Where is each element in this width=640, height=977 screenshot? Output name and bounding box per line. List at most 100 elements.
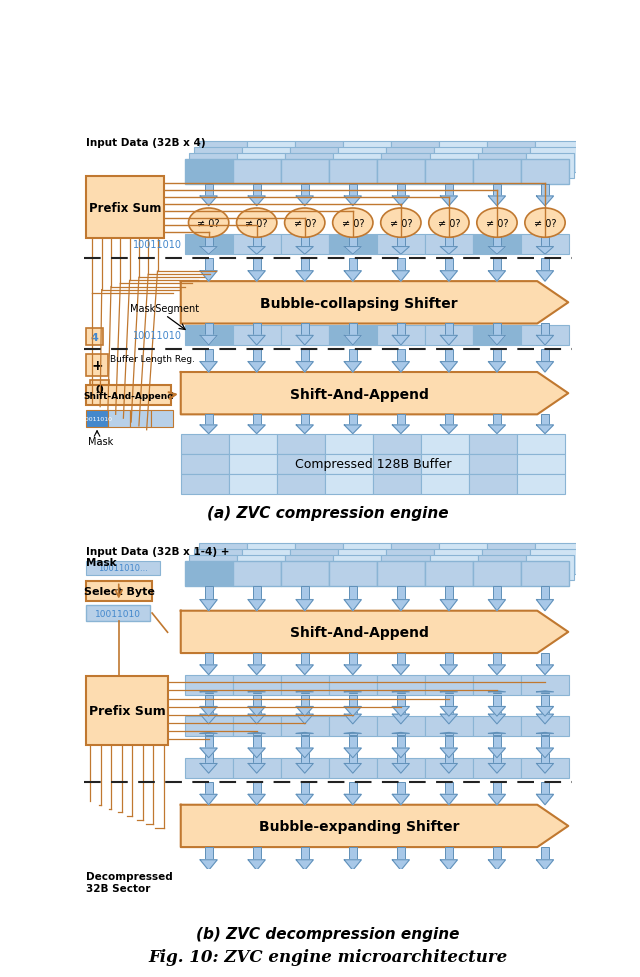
Bar <box>205 734 212 735</box>
Bar <box>377 325 425 346</box>
Bar <box>493 695 501 706</box>
Ellipse shape <box>429 209 469 238</box>
Polygon shape <box>296 272 313 281</box>
Polygon shape <box>344 336 362 346</box>
Bar <box>535 543 583 568</box>
Bar <box>180 434 229 454</box>
Polygon shape <box>392 196 410 206</box>
Bar <box>349 847 356 860</box>
Bar <box>473 160 521 185</box>
Bar <box>425 893 473 916</box>
Bar <box>541 350 549 362</box>
Bar <box>184 716 233 737</box>
Polygon shape <box>440 336 458 346</box>
Bar <box>233 716 281 737</box>
Bar <box>493 847 501 860</box>
Polygon shape <box>536 665 554 675</box>
Bar <box>349 737 356 748</box>
Polygon shape <box>536 336 554 346</box>
Polygon shape <box>344 691 362 692</box>
Polygon shape <box>536 600 554 611</box>
Polygon shape <box>440 665 458 675</box>
Polygon shape <box>200 691 217 692</box>
Polygon shape <box>488 794 506 805</box>
Bar <box>281 716 329 737</box>
Bar <box>277 434 325 454</box>
Bar <box>445 350 452 362</box>
Bar <box>281 562 329 586</box>
Bar <box>205 586 212 600</box>
Bar <box>521 716 569 737</box>
Bar <box>242 549 290 574</box>
Polygon shape <box>180 281 568 324</box>
Bar <box>531 148 579 173</box>
Bar <box>473 675 521 695</box>
Bar <box>184 675 233 695</box>
Polygon shape <box>536 426 554 434</box>
Polygon shape <box>392 706 410 716</box>
Bar <box>205 185 212 196</box>
Polygon shape <box>200 748 217 758</box>
Bar <box>233 325 281 346</box>
Polygon shape <box>344 794 362 805</box>
Polygon shape <box>392 665 410 675</box>
Polygon shape <box>488 764 506 774</box>
Bar <box>253 702 260 714</box>
Bar <box>493 752 501 764</box>
Bar <box>541 752 549 764</box>
Bar <box>349 752 356 764</box>
Bar <box>425 716 473 737</box>
Polygon shape <box>488 272 506 281</box>
Text: 10011010: 10011010 <box>132 330 182 341</box>
Bar <box>329 562 377 586</box>
Bar <box>473 234 521 255</box>
Bar <box>397 692 404 694</box>
Bar <box>184 160 233 185</box>
Bar <box>301 737 308 748</box>
Ellipse shape <box>477 209 517 238</box>
Bar <box>86 676 168 745</box>
Bar <box>493 350 501 362</box>
Polygon shape <box>392 247 410 255</box>
Bar <box>189 556 237 580</box>
Bar <box>469 474 517 494</box>
Polygon shape <box>440 733 458 734</box>
Text: (a) ZVC compression engine: (a) ZVC compression engine <box>207 506 449 521</box>
Bar <box>253 586 260 600</box>
Bar <box>397 586 404 600</box>
Polygon shape <box>536 764 554 774</box>
Bar <box>445 415 452 426</box>
Bar <box>397 782 404 794</box>
Bar <box>329 160 377 185</box>
Text: Select Byte: Select Byte <box>84 587 155 597</box>
Polygon shape <box>392 860 410 871</box>
Bar <box>541 695 549 706</box>
Text: ≠ 0?: ≠ 0? <box>246 219 268 229</box>
Bar <box>86 606 150 621</box>
Polygon shape <box>536 794 554 805</box>
Bar <box>482 549 531 574</box>
Bar <box>429 556 477 580</box>
Polygon shape <box>488 426 506 434</box>
Polygon shape <box>440 794 458 805</box>
Bar <box>253 185 260 196</box>
Bar <box>397 324 404 336</box>
Text: ≠ 0?: ≠ 0? <box>534 219 556 229</box>
Polygon shape <box>536 860 554 871</box>
Bar <box>445 238 452 247</box>
Bar <box>434 148 482 173</box>
Bar <box>421 474 469 494</box>
Polygon shape <box>392 426 410 434</box>
Text: Decompressed
32B Sector: Decompressed 32B Sector <box>86 871 173 893</box>
Polygon shape <box>296 665 313 675</box>
Bar <box>349 654 356 665</box>
Bar <box>184 562 233 586</box>
Polygon shape <box>296 733 313 734</box>
Bar <box>281 758 329 778</box>
Bar <box>205 415 212 426</box>
Bar <box>205 782 212 794</box>
Bar <box>108 410 129 427</box>
Bar <box>517 474 565 494</box>
Bar <box>205 847 212 860</box>
Polygon shape <box>200 665 217 675</box>
